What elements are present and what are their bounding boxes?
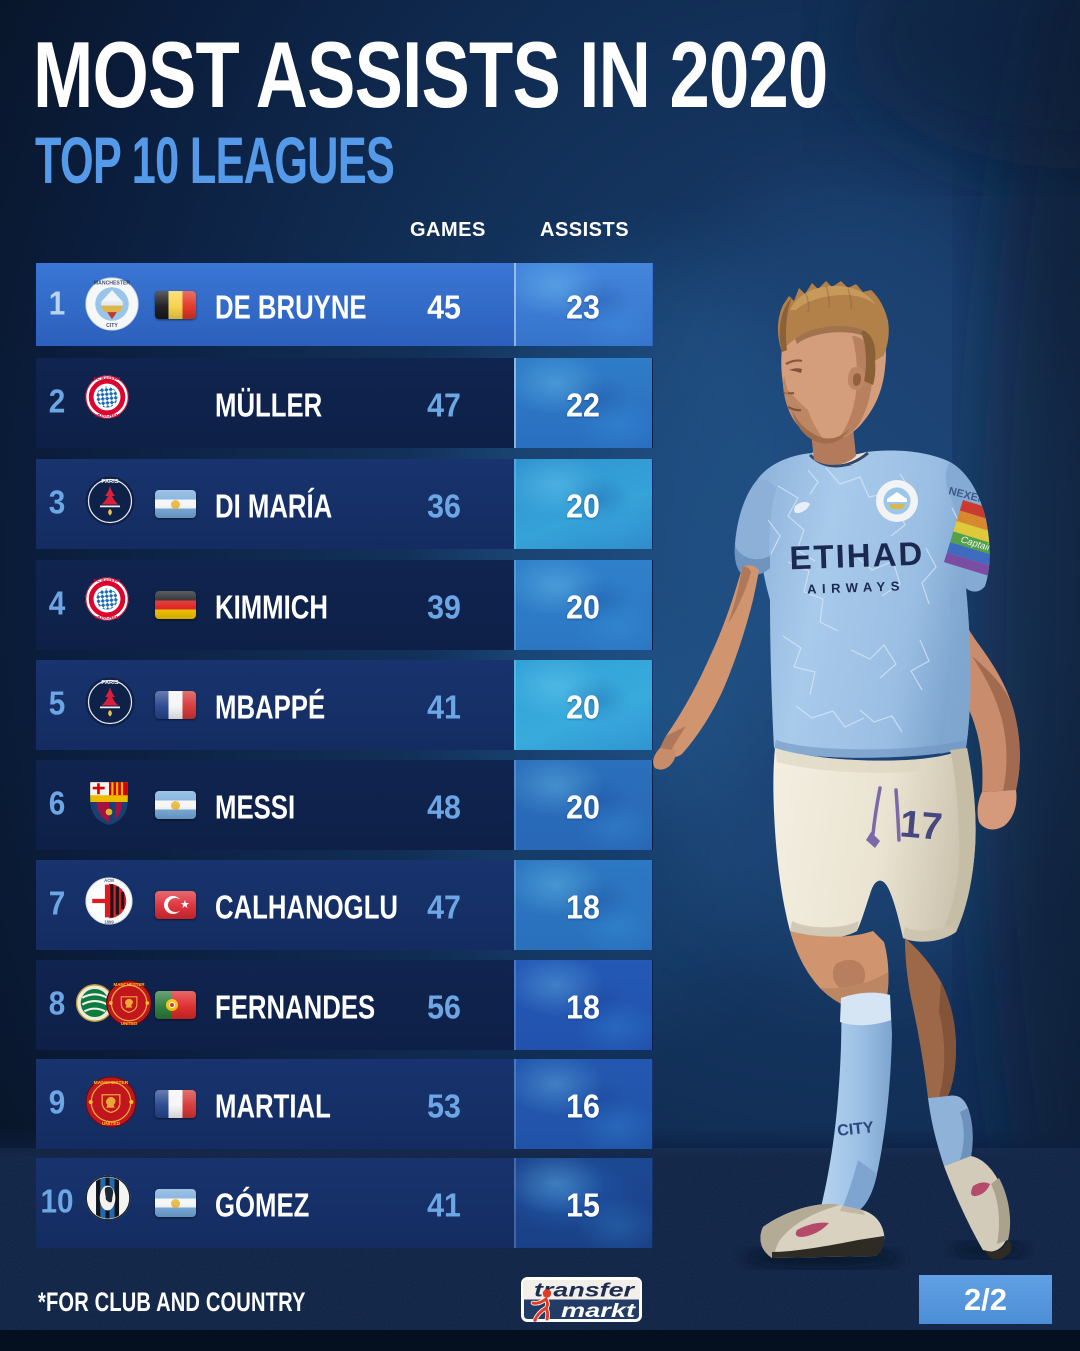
svg-text:markt: markt [561, 1301, 636, 1322]
svg-text:MÜNCHEN: MÜNCHEN [95, 412, 119, 418]
svg-text:UNITED: UNITED [102, 1121, 121, 1127]
svg-text:CITY: CITY [837, 1119, 875, 1140]
svg-text:CITY: CITY [106, 323, 118, 329]
svg-text:FC BAYERN: FC BAYERN [94, 578, 121, 583]
svg-text:1899: 1899 [104, 920, 114, 925]
svg-text:PARIS: PARIS [101, 680, 118, 686]
svg-text:FC BAYERN: FC BAYERN [94, 376, 121, 381]
svg-text:ETIHAD: ETIHAD [789, 535, 925, 577]
svg-text:ACM: ACM [104, 878, 114, 883]
svg-text:MÜNCHEN: MÜNCHEN [95, 614, 119, 620]
svg-text:17: 17 [898, 803, 944, 849]
svg-text:MANCHESTER: MANCHESTER [94, 280, 130, 286]
svg-text:transfer: transfer [534, 1281, 636, 1302]
svg-text:PARIS: PARIS [101, 479, 118, 485]
svg-text:MANCHESTER: MANCHESTER [114, 982, 146, 987]
svg-text:AIRWAYS: AIRWAYS [807, 578, 905, 596]
svg-text:UNITED: UNITED [121, 1021, 137, 1026]
svg-text:MANCHESTER: MANCHESTER [94, 1080, 129, 1086]
